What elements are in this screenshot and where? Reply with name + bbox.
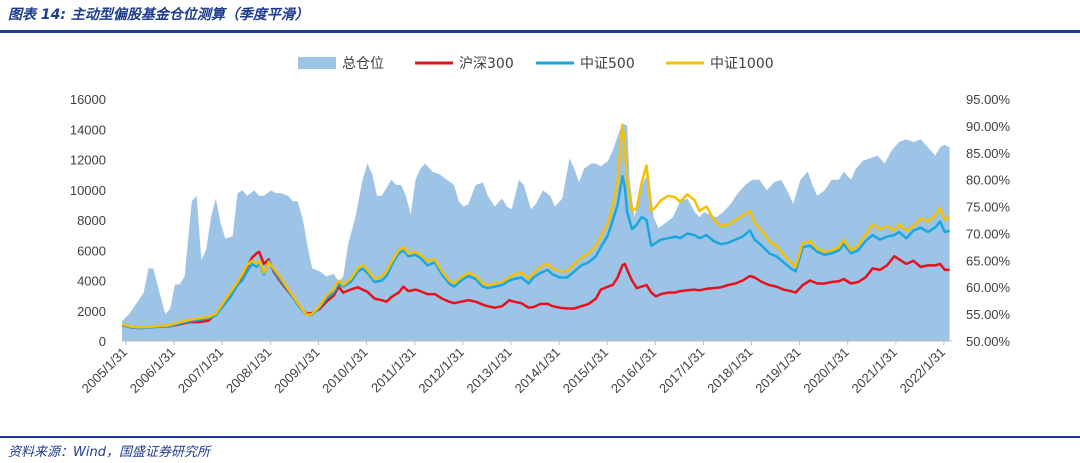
left-tick-label: 10000 — [70, 183, 106, 198]
right-tick-label: 50.00% — [966, 334, 1011, 349]
right-tick-label: 75.00% — [966, 200, 1011, 215]
x-tick-label: 2017/1/31 — [656, 345, 708, 397]
x-tick-label: 2006/1/31 — [127, 345, 179, 397]
left-tick-label: 16000 — [70, 92, 106, 107]
right-tick-label: 65.00% — [966, 253, 1011, 268]
right-tick-label: 55.00% — [966, 307, 1011, 322]
right-tick-label: 90.00% — [966, 119, 1011, 134]
legend-item-hs300: 沪深300 — [415, 56, 514, 72]
source-note: 资料来源：Wind，国盛证券研究所 — [8, 445, 210, 460]
x-tick-label: 2012/1/31 — [415, 345, 467, 397]
chart: 总仓位 沪深300 中证500 中证1000 0 2000 4000 6000 8000 100… — [70, 56, 1011, 396]
legend-label-total-position: 总仓位 — [342, 56, 384, 72]
right-tick-label: 60.00% — [966, 280, 1011, 295]
legend: 总仓位 沪深300 中证500 中证1000 — [298, 56, 774, 72]
x-tick-label: 2013/1/31 — [464, 345, 516, 397]
index-lines-layer — [121, 123, 951, 330]
x-tick-label: 2009/1/31 — [271, 345, 323, 397]
x-tick-label: 2014/1/31 — [512, 345, 564, 397]
legend-label-hs300: 沪深300 — [459, 56, 514, 72]
x-tick-label: 2020/1/31 — [800, 345, 852, 397]
legend-label-zz1000: 中证1000 — [710, 56, 774, 72]
series-zz1000-line — [121, 123, 951, 329]
left-tick-label: 2000 — [77, 304, 106, 319]
left-tick-label: 8000 — [77, 213, 106, 228]
legend-item-total-position: 总仓位 — [298, 56, 384, 72]
x-tick-label: 2016/1/31 — [608, 345, 660, 397]
x-tick-label: 2018/1/31 — [704, 345, 756, 397]
left-tick-label: 12000 — [70, 153, 106, 168]
left-axis: 0 2000 4000 6000 8000 10000 12000 14000 16000 — [70, 92, 106, 349]
left-tick-label: 14000 — [70, 122, 106, 137]
legend-item-zz500: 中证500 — [536, 56, 635, 72]
x-tick-label: 2011/1/31 — [368, 345, 419, 396]
legend-swatch-total-position — [298, 57, 336, 69]
left-tick-label: 4000 — [77, 274, 106, 289]
x-axis: 2005/1/312006/1/312007/1/312008/1/312009… — [79, 341, 948, 396]
bottom-rule — [0, 436, 1080, 438]
series-total-position-area — [122, 123, 950, 341]
legend-item-zz1000: 中证1000 — [666, 56, 774, 72]
right-tick-label: 70.00% — [966, 226, 1011, 241]
total-position-area-layer — [122, 123, 952, 342]
x-tick-label: 2010/1/31 — [319, 345, 371, 397]
left-tick-label: 0 — [99, 334, 106, 349]
left-tick-label: 6000 — [77, 243, 106, 258]
legend-label-zz500: 中证500 — [580, 56, 635, 72]
x-tick-label: 2008/1/31 — [223, 345, 275, 397]
right-tick-label: 85.00% — [966, 146, 1011, 161]
right-tick-label: 80.00% — [966, 173, 1011, 188]
x-tick-label: 2015/1/31 — [560, 345, 612, 397]
x-tick-label: 2005/1/31 — [79, 345, 131, 397]
x-tick-label: 2019/1/31 — [752, 345, 804, 397]
right-axis: 50.00% 55.00% 60.00% 65.00% 70.00% 75.00% 80.0… — [966, 92, 1011, 349]
right-tick-label: 95.00% — [966, 92, 1011, 107]
x-tick-label: 2007/1/31 — [175, 345, 227, 397]
x-tick-label: 2022/1/31 — [897, 345, 949, 397]
x-tick-label: 2021/1/31 — [848, 345, 900, 397]
top-rule — [0, 30, 1080, 33]
figure-title: 图表 14: 主动型偏股基金仓位测算（季度平滑） — [8, 7, 309, 23]
